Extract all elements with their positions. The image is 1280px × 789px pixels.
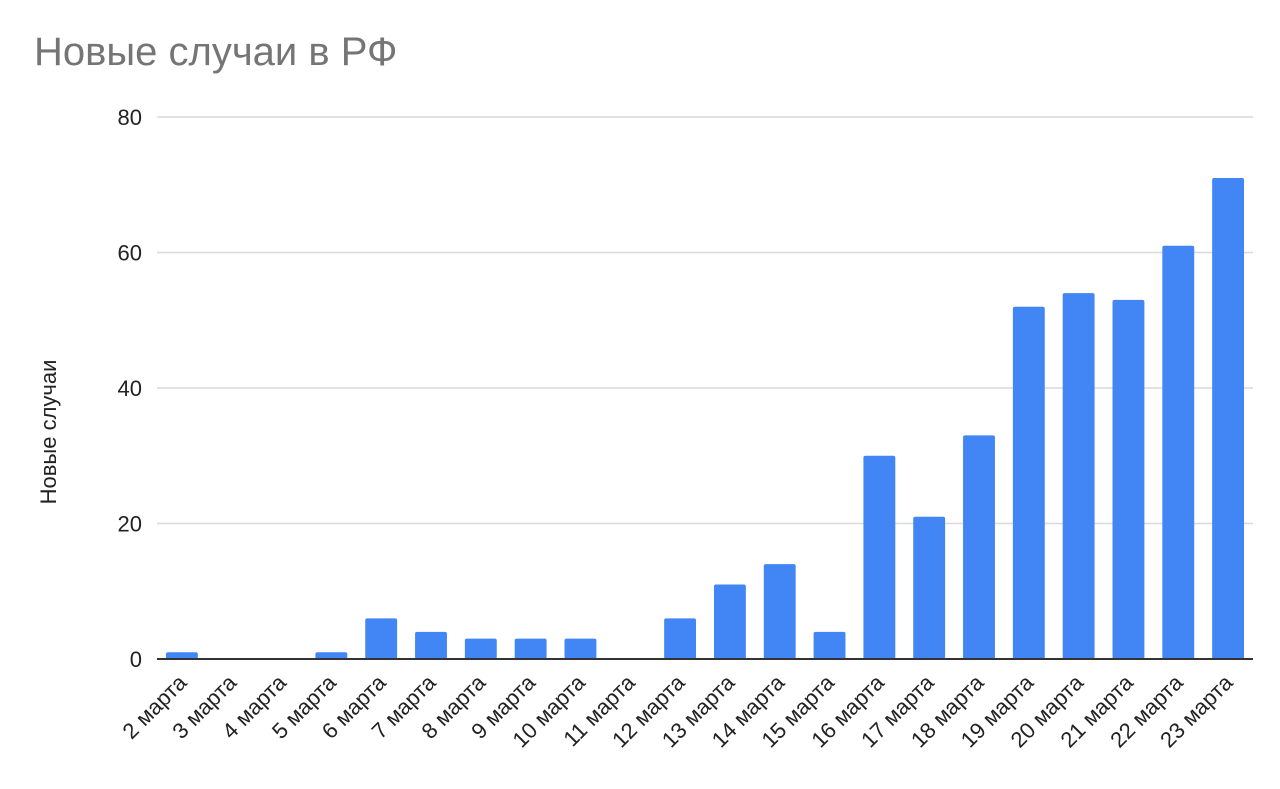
bar <box>813 631 846 659</box>
y-tick-label: 40 <box>118 376 142 401</box>
bars <box>157 177 1253 660</box>
bar <box>464 638 497 659</box>
chart-title: Новые случаи в РФ <box>34 30 398 74</box>
bar <box>564 638 597 659</box>
bar <box>1062 293 1095 659</box>
bar <box>863 455 896 659</box>
bar <box>763 564 796 659</box>
bar <box>1212 177 1245 659</box>
y-axis-ticks: 0 20 40 60 80 <box>118 105 142 672</box>
bar <box>913 516 946 659</box>
bar <box>165 652 198 659</box>
bar <box>664 618 697 659</box>
bar <box>365 618 398 659</box>
bar <box>415 631 447 659</box>
bar <box>1162 245 1195 659</box>
bar <box>514 638 547 659</box>
bar <box>1112 299 1145 659</box>
bar <box>1012 306 1045 659</box>
bar <box>315 652 348 659</box>
bar <box>963 435 995 659</box>
y-axis-title: Новые случаи <box>36 360 61 505</box>
y-tick-label: 80 <box>118 105 142 130</box>
y-tick-label: 0 <box>130 647 142 672</box>
y-tick-label: 60 <box>118 241 142 266</box>
bar <box>713 584 746 659</box>
y-tick-label: 20 <box>118 512 142 537</box>
